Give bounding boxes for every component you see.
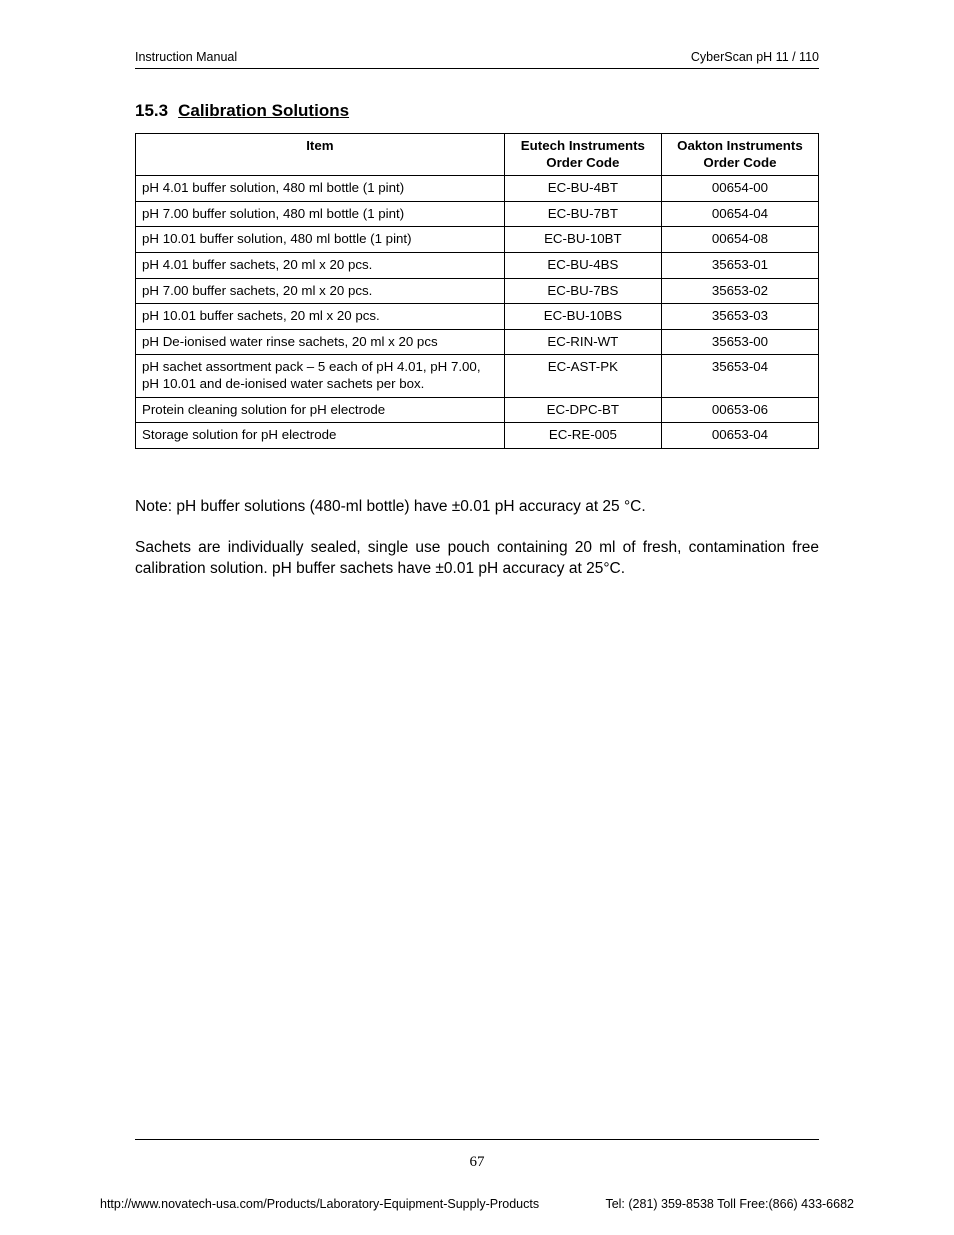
header-left: Instruction Manual — [135, 50, 237, 64]
footer-rule — [135, 1139, 819, 1140]
cell-item: pH sachet assortment pack – 5 each of pH… — [136, 355, 505, 397]
cell-item: pH 4.01 buffer sachets, 20 ml x 20 pcs. — [136, 253, 505, 279]
cell-oakton-code: 00654-00 — [661, 176, 818, 202]
table-row: pH 4.01 buffer sachets, 20 ml x 20 pcs.E… — [136, 253, 819, 279]
table-row: pH 10.01 buffer solution, 480 ml bottle … — [136, 227, 819, 253]
note-text: Note: pH buffer solutions (480-ml bottle… — [135, 497, 819, 518]
page-header: Instruction Manual CyberScan pH 11 / 110 — [135, 50, 819, 69]
cell-oakton-code: 00654-04 — [661, 201, 818, 227]
column-header-item: Item — [136, 134, 505, 176]
cell-item: pH 10.01 buffer solution, 480 ml bottle … — [136, 227, 505, 253]
cell-oakton-code: 00653-06 — [661, 397, 818, 423]
table-row: pH 10.01 buffer sachets, 20 ml x 20 pcs.… — [136, 304, 819, 330]
page: Instruction Manual CyberScan pH 11 / 110… — [0, 0, 954, 1235]
footer-right: Tel: (281) 359-8538 Toll Free:(866) 433-… — [605, 1197, 854, 1211]
table-row: pH 7.00 buffer solution, 480 ml bottle (… — [136, 201, 819, 227]
cell-item: Storage solution for pH electrode — [136, 423, 505, 449]
section-heading: 15.3 Calibration Solutions — [135, 101, 819, 121]
cell-eutech-code: EC-BU-10BS — [504, 304, 661, 330]
cell-oakton-code: 00653-04 — [661, 423, 818, 449]
section-number: 15.3 — [135, 101, 168, 120]
cell-eutech-code: EC-BU-4BS — [504, 253, 661, 279]
cell-item: Protein cleaning solution for pH electro… — [136, 397, 505, 423]
paragraph-text: Sachets are individually sealed, single … — [135, 538, 819, 580]
table-row: pH 7.00 buffer sachets, 20 ml x 20 pcs.E… — [136, 278, 819, 304]
header-right: CyberScan pH 11 / 110 — [691, 50, 819, 64]
cell-oakton-code: 35653-02 — [661, 278, 818, 304]
page-number: 67 — [0, 1154, 954, 1171]
cell-oakton-code: 00654-08 — [661, 227, 818, 253]
cell-eutech-code: EC-BU-10BT — [504, 227, 661, 253]
cell-oakton-code: 35653-04 — [661, 355, 818, 397]
cell-eutech-code: EC-AST-PK — [504, 355, 661, 397]
cell-item: pH 7.00 buffer sachets, 20 ml x 20 pcs. — [136, 278, 505, 304]
column-header-eutech: Eutech Instruments Order Code — [504, 134, 661, 176]
footer-left: http://www.novatech-usa.com/Products/Lab… — [100, 1197, 539, 1211]
cell-eutech-code: EC-BU-7BS — [504, 278, 661, 304]
table-row: Storage solution for pH electrodeEC-RE-0… — [136, 423, 819, 449]
table-row: pH De-ionised water rinse sachets, 20 ml… — [136, 329, 819, 355]
table-header-row: Item Eutech Instruments Order Code Oakto… — [136, 134, 819, 176]
cell-eutech-code: EC-DPC-BT — [504, 397, 661, 423]
calibration-solutions-table: Item Eutech Instruments Order Code Oakto… — [135, 133, 819, 449]
cell-eutech-code: EC-RIN-WT — [504, 329, 661, 355]
cell-oakton-code: 35653-01 — [661, 253, 818, 279]
cell-eutech-code: EC-BU-4BT — [504, 176, 661, 202]
cell-item: pH De-ionised water rinse sachets, 20 ml… — [136, 329, 505, 355]
table-row: pH 4.01 buffer solution, 480 ml bottle (… — [136, 176, 819, 202]
section-title-text: Calibration Solutions — [178, 101, 349, 120]
table-row: pH sachet assortment pack – 5 each of pH… — [136, 355, 819, 397]
table-row: Protein cleaning solution for pH electro… — [136, 397, 819, 423]
table-body: pH 4.01 buffer solution, 480 ml bottle (… — [136, 176, 819, 449]
cell-item: pH 10.01 buffer sachets, 20 ml x 20 pcs. — [136, 304, 505, 330]
cell-eutech-code: EC-BU-7BT — [504, 201, 661, 227]
cell-item: pH 7.00 buffer solution, 480 ml bottle (… — [136, 201, 505, 227]
cell-oakton-code: 35653-03 — [661, 304, 818, 330]
cell-eutech-code: EC-RE-005 — [504, 423, 661, 449]
cell-oakton-code: 35653-00 — [661, 329, 818, 355]
column-header-oakton: Oakton Instruments Order Code — [661, 134, 818, 176]
page-footer: http://www.novatech-usa.com/Products/Lab… — [100, 1197, 854, 1211]
cell-item: pH 4.01 buffer solution, 480 ml bottle (… — [136, 176, 505, 202]
